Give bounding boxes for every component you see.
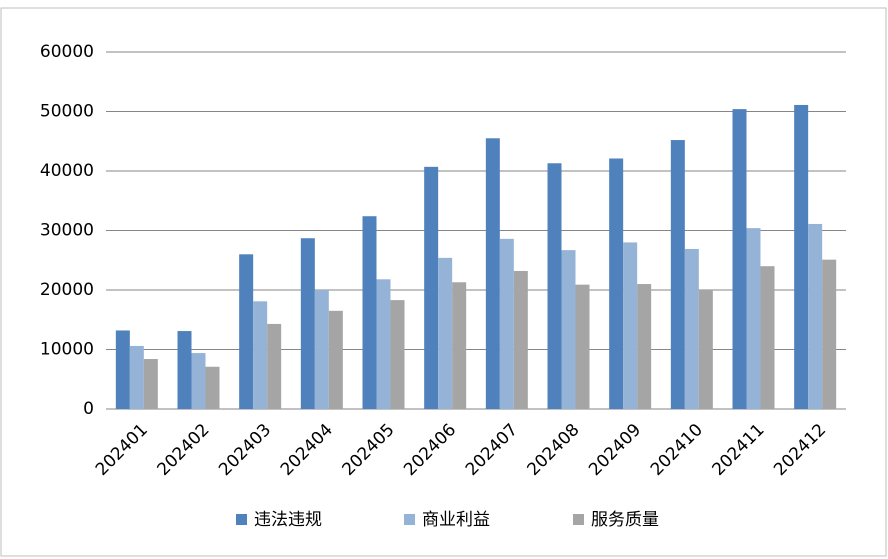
bar — [424, 166, 439, 409]
bar — [452, 282, 467, 409]
legend-swatch — [236, 514, 247, 525]
bar — [684, 248, 699, 409]
y-tick-label: 30000 — [40, 221, 94, 241]
bar — [438, 257, 453, 409]
bar — [115, 330, 130, 409]
bar — [513, 270, 528, 409]
y-tick-label: 10000 — [40, 340, 94, 360]
bar — [239, 254, 254, 409]
y-tick-label: 60000 — [40, 42, 94, 62]
bar — [760, 266, 775, 409]
y-tick-label: 0 — [83, 399, 94, 419]
bar — [561, 250, 576, 409]
bar — [129, 345, 144, 409]
bar — [267, 323, 282, 409]
bar — [822, 259, 837, 409]
bar — [205, 366, 220, 409]
bar — [637, 284, 652, 409]
legend-label: 违法违规 — [254, 510, 322, 530]
bar — [670, 140, 685, 409]
bar — [314, 290, 329, 409]
y-tick-label: 50000 — [40, 102, 94, 122]
bar — [376, 279, 391, 409]
bar — [732, 109, 747, 410]
bar — [609, 158, 624, 409]
bar — [300, 238, 315, 409]
bar — [499, 238, 514, 409]
bar — [746, 228, 761, 409]
bar — [485, 138, 500, 409]
bar — [362, 216, 377, 409]
bar — [191, 353, 206, 409]
bar — [808, 223, 823, 409]
bar — [177, 331, 192, 409]
bar — [698, 290, 713, 409]
legend-swatch — [573, 514, 584, 525]
bar — [575, 284, 590, 409]
legend-label: 服务质量 — [591, 510, 659, 530]
y-tick-label: 20000 — [40, 280, 94, 300]
bar — [253, 301, 268, 409]
bar — [143, 359, 158, 409]
legend-label: 商业利益 — [422, 510, 490, 530]
bar — [547, 163, 562, 409]
legend-swatch — [404, 514, 415, 525]
y-tick-label: 40000 — [40, 161, 94, 181]
bar — [794, 104, 809, 409]
bar — [328, 310, 343, 409]
bar — [390, 300, 405, 409]
bar — [623, 242, 638, 409]
